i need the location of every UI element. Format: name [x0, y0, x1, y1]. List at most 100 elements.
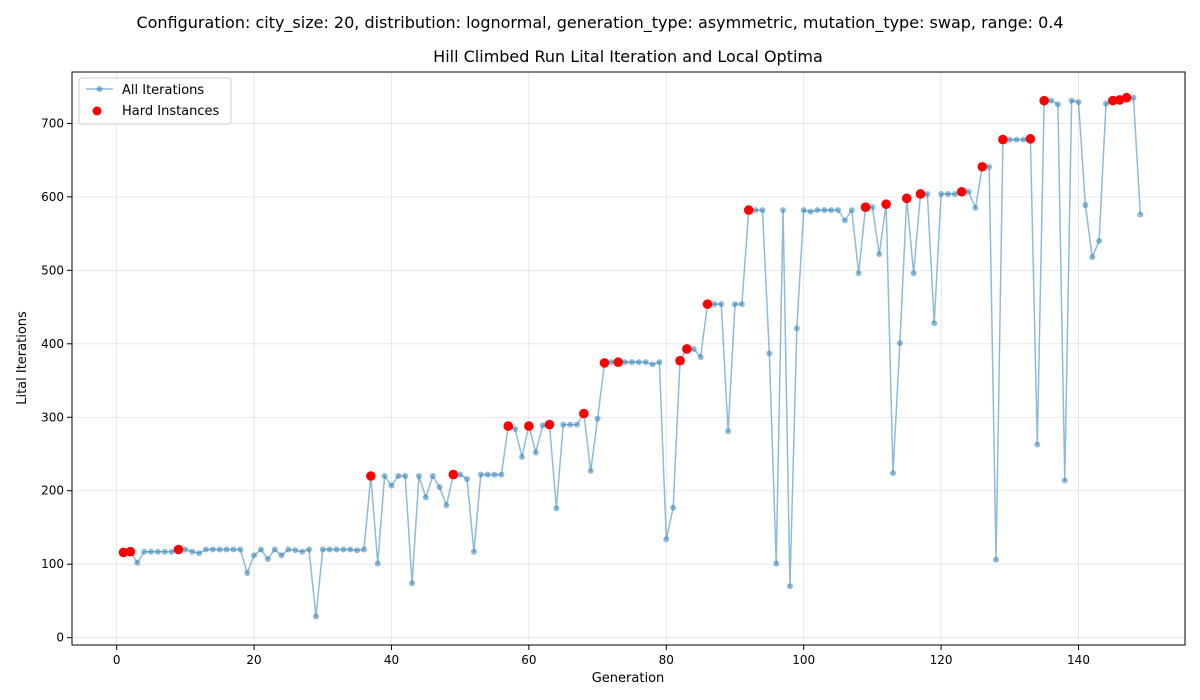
hard-instance-point	[524, 421, 534, 431]
all-iterations-point	[402, 473, 409, 480]
all-iterations-point	[993, 556, 1000, 563]
hard-instance-point	[173, 544, 184, 555]
all-iterations-point	[189, 548, 196, 555]
all-iterations-point	[1082, 201, 1089, 208]
all-iterations-point	[360, 546, 367, 553]
all-iterations-point	[711, 301, 718, 308]
all-iterations-point	[642, 359, 649, 366]
legend: All Iterations Hard Instances	[78, 77, 232, 125]
x-tick-label: 0	[113, 653, 121, 667]
all-iterations-point	[567, 421, 574, 428]
all-iterations-point	[814, 207, 821, 214]
all-iterations-point	[663, 536, 670, 543]
all-iterations-point	[738, 301, 745, 308]
all-iterations-point	[381, 473, 388, 480]
all-iterations-point	[924, 190, 931, 197]
all-iterations-point	[498, 471, 505, 478]
all-iterations-point	[154, 548, 161, 555]
y-tick-label: 0	[56, 631, 64, 645]
all-iterations-point	[216, 546, 223, 553]
x-tick-label: 60	[521, 653, 536, 667]
all-iterations-point	[347, 546, 354, 553]
hard-instance-point	[125, 546, 136, 557]
all-iterations-point	[532, 449, 539, 456]
all-iterations-point	[1048, 97, 1055, 104]
y-tick-label: 100	[41, 557, 64, 571]
all-iterations-point	[1034, 441, 1041, 448]
all-iterations-point	[251, 552, 258, 559]
all-iterations-point	[388, 482, 395, 489]
x-axis-ticks: 0 20 40 60 80 100 120 140	[113, 645, 1090, 667]
all-iterations-point	[972, 204, 979, 211]
all-iterations-point	[1068, 97, 1075, 104]
all-iterations-point	[553, 505, 560, 512]
y-tick-label: 200	[41, 484, 64, 498]
all-iterations-point	[1013, 136, 1020, 143]
all-iterations-point	[594, 415, 601, 422]
all-iterations-point	[608, 359, 615, 366]
hard-instance-point	[599, 358, 610, 368]
all-iterations-point	[573, 421, 580, 428]
all-iterations-point	[1130, 94, 1137, 101]
chart-title: Hill Climbed Run Lital Iteration and Loc…	[433, 47, 823, 66]
all-iterations-point	[196, 550, 203, 557]
all-iterations-point	[752, 207, 759, 214]
hard-instance-point	[613, 357, 623, 367]
all-iterations-point	[223, 546, 230, 553]
all-iterations-point	[306, 546, 313, 553]
all-iterations-point	[890, 470, 897, 477]
y-axis-label: Lital Iterations	[15, 311, 30, 405]
all-iterations-point	[182, 546, 189, 553]
y-tick-label: 600	[41, 190, 64, 204]
all-iterations-point	[422, 494, 429, 501]
plot-frame	[71, 71, 1186, 646]
all-iterations-point	[944, 190, 951, 197]
x-tick-label: 140	[1067, 653, 1090, 667]
all-iterations-point	[326, 546, 333, 553]
x-tick-label: 80	[659, 653, 674, 667]
all-iterations-point	[1096, 237, 1103, 244]
all-iterations-point	[457, 471, 464, 478]
all-iterations-point	[230, 546, 237, 553]
all-iterations-point	[1061, 477, 1068, 484]
all-iterations-point	[271, 546, 278, 553]
all-iterations-point	[1137, 211, 1144, 218]
all-iterations-point	[477, 471, 484, 478]
x-tick-label: 20	[246, 653, 261, 667]
all-iterations-point	[141, 548, 148, 555]
all-iterations-point	[312, 613, 319, 620]
all-iterations-point	[299, 548, 306, 555]
all-iterations-point	[415, 473, 422, 480]
all-iterations-point	[731, 301, 738, 308]
all-iterations-point	[718, 301, 725, 308]
x-axis-label: Generation	[592, 671, 665, 686]
all-iterations-point	[278, 552, 285, 559]
all-iterations-point	[429, 473, 436, 480]
all-iterations-point	[237, 546, 244, 553]
all-iterations-point	[244, 570, 251, 577]
hard-instance-point	[1025, 134, 1036, 144]
grid-lines	[72, 72, 1185, 645]
hard-instance-point	[956, 186, 967, 197]
legend-label-hard-instances: Hard Instances	[122, 104, 220, 119]
x-tick-label: 40	[384, 653, 399, 667]
all-iterations-point	[628, 359, 635, 366]
all-iterations-line	[123, 96, 1142, 618]
all-iterations-point	[910, 270, 917, 277]
all-iterations-point	[395, 473, 402, 480]
all-iterations-point	[168, 548, 175, 555]
all-iterations-point	[319, 546, 326, 553]
all-iterations-point	[876, 251, 883, 258]
all-iterations-point	[340, 546, 347, 553]
all-iterations-point	[807, 208, 814, 215]
all-iterations-point	[1075, 99, 1082, 106]
hard-instance-point	[1121, 92, 1132, 103]
hard-instance-point	[977, 161, 988, 172]
all-iterations-point	[354, 547, 361, 554]
all-iterations-point	[484, 471, 491, 478]
hard-instance-point	[503, 421, 514, 431]
all-iterations-point	[780, 207, 787, 214]
all-iterations-point	[519, 453, 526, 460]
all-iterations-point	[292, 547, 299, 554]
all-iterations-point	[965, 188, 972, 195]
